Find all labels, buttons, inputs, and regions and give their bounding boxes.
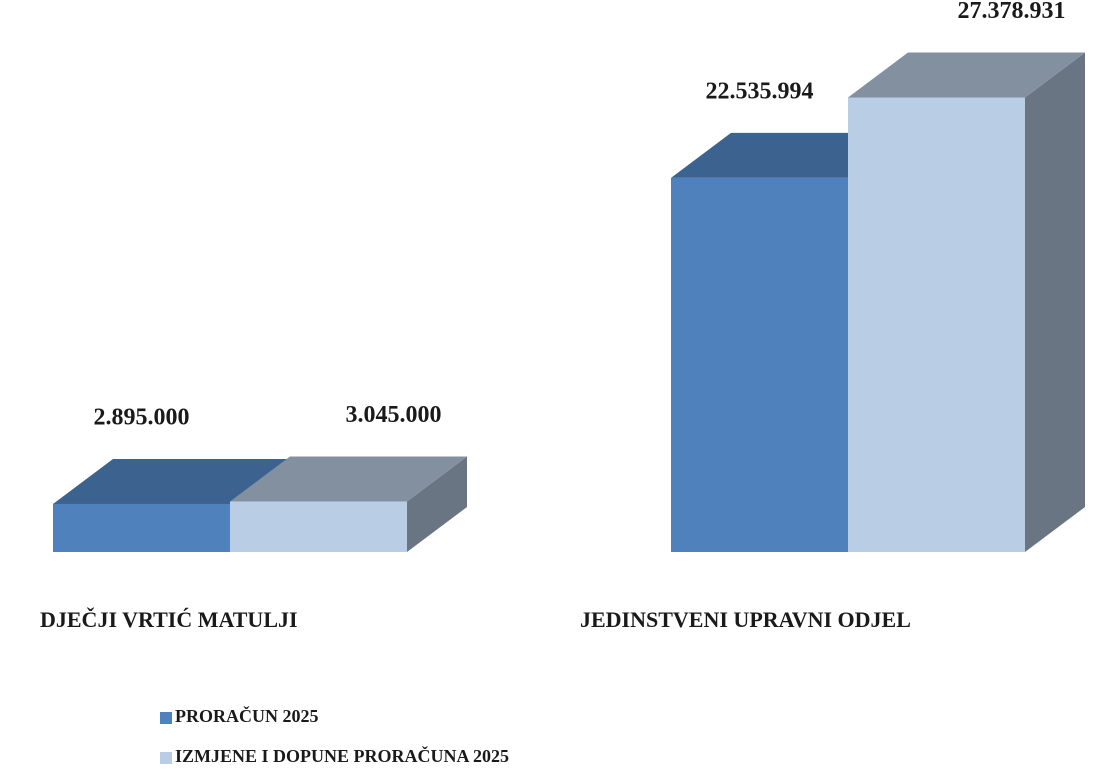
bar-top [230, 456, 467, 502]
legend-label: PRORAČUN 2025 [175, 705, 319, 726]
legend-swatch [160, 712, 172, 724]
bar-top [53, 458, 290, 504]
bar-side [407, 456, 467, 552]
bar-side [1025, 52, 1085, 553]
bar [671, 177, 848, 552]
category-label: JEDINSTVENI UPRAVNI ODJEL [580, 607, 911, 632]
bar-top [848, 52, 1085, 98]
bar [848, 97, 1025, 553]
value-label: 2.895.000 [94, 404, 190, 430]
legend-label: IZMJENE I DOPUNE PRORAČUNA 2025 [175, 745, 509, 766]
category-label: DJEČJI VRTIĆ MATULJI [40, 607, 298, 632]
legend-swatch [160, 752, 172, 764]
value-label: 22.535.994 [706, 78, 814, 104]
bar [230, 501, 407, 552]
value-label: 3.045.000 [346, 402, 442, 428]
bar [53, 503, 230, 552]
value-label: 27.378.931 [958, 0, 1066, 24]
